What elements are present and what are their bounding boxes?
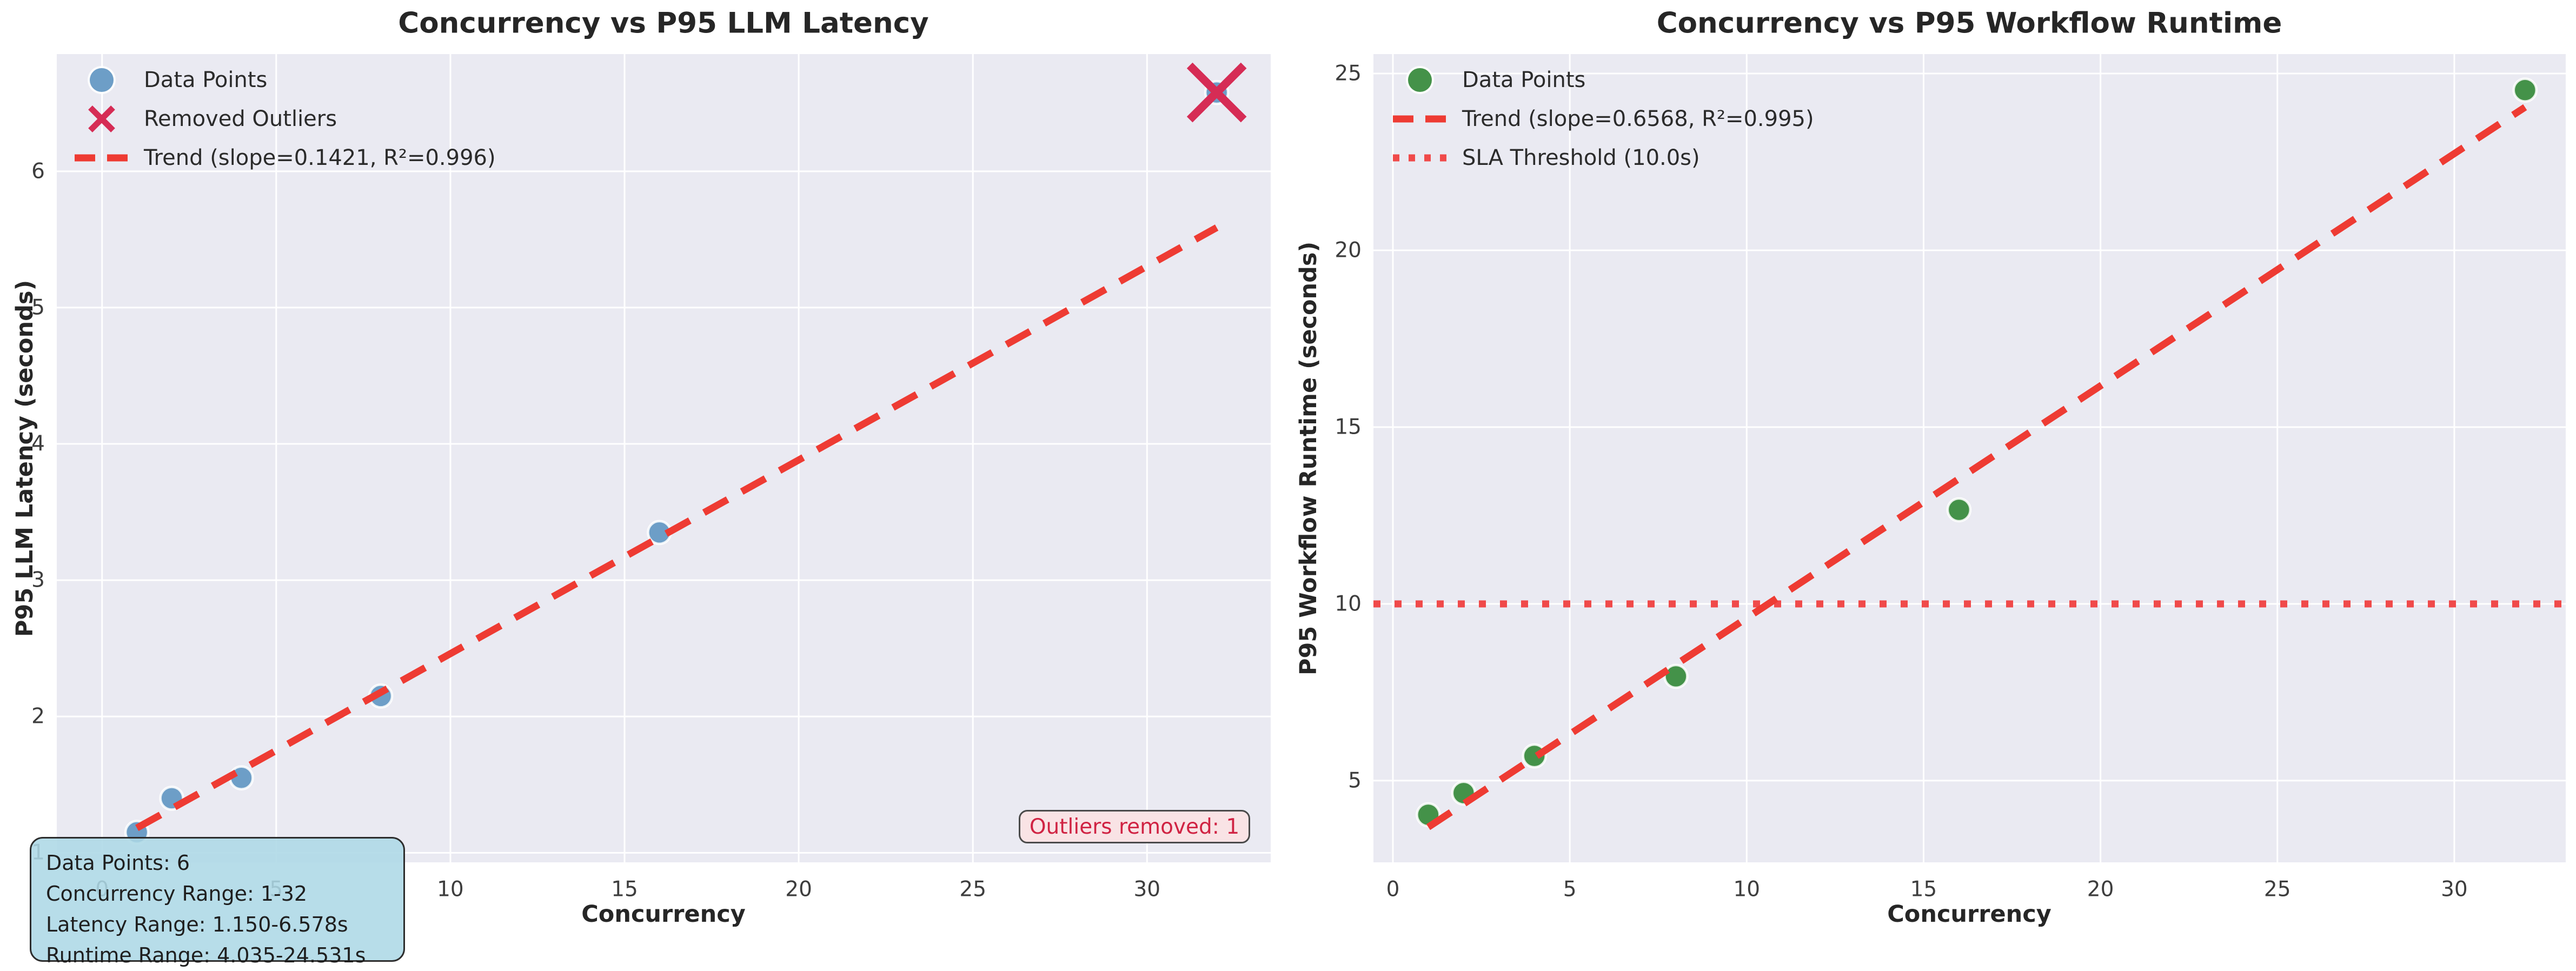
y-tick-label: 5 — [1348, 768, 1362, 793]
plot-area-workflow-runtime — [1373, 54, 2566, 862]
outliers-removed-text: Outliers removed: 1 — [1029, 814, 1240, 839]
stats-annotation-box: Data Points: 6 Concurrency Range: 1-32 L… — [30, 837, 405, 967]
x-axis-label-right: Concurrency — [1887, 901, 2051, 928]
legend-item-trend: Trend (slope=0.6568, R²=0.995) — [1392, 99, 1814, 138]
legend-item-removed-outliers: Removed Outliers — [74, 99, 496, 138]
chart-title-llm-latency: Concurrency vs P95 LLM Latency — [398, 6, 929, 40]
legend-label: Removed Outliers — [144, 107, 337, 131]
x-tick-label: 15 — [1910, 877, 1937, 902]
chart-title-workflow-runtime: Concurrency vs P95 Workflow Runtime — [1656, 6, 2282, 40]
y-tick-label: 6 — [31, 159, 45, 184]
legend-item-data-points: Data Points — [1392, 61, 1814, 99]
data-points-marker-icon — [1408, 68, 1432, 92]
legend-label: Trend (slope=0.1421, R²=0.996) — [144, 145, 496, 170]
y-tick-label: 10 — [1335, 591, 1362, 616]
annotation-line-latency-range: Latency Range: 1.150-6.578s — [46, 913, 348, 936]
y-tick-label: 4 — [31, 431, 45, 456]
y-tick-label: 20 — [1335, 238, 1362, 263]
y-tick-label: 2 — [31, 704, 45, 729]
legend-item-data-points: Data Points — [74, 61, 496, 99]
outliers-removed-badge: Outliers removed: 1 — [1019, 810, 1250, 843]
x-tick-label: 10 — [1733, 877, 1761, 902]
y-tick-label: 5 — [31, 295, 45, 320]
y-tick-label: 3 — [31, 568, 45, 593]
x-tick-label: 10 — [437, 877, 464, 902]
legend-left-chart: Data Points Removed Outliers Trend (slop… — [74, 61, 496, 177]
x-tick-label: 25 — [2263, 877, 2291, 902]
x-tick-label: 20 — [785, 877, 812, 902]
legend-item-trend: Trend (slope=0.1421, R²=0.996) — [74, 138, 496, 177]
legend-label: Trend (slope=0.6568, R²=0.995) — [1462, 107, 1814, 131]
x-axis-label-left: Concurrency — [581, 901, 746, 928]
x-tick-label: 15 — [611, 877, 638, 902]
annotation-line-concurrency-range: Concurrency Range: 1-32 — [46, 882, 308, 906]
y-tick-label: 25 — [1335, 61, 1362, 86]
trend-dashed-line-icon — [1392, 115, 1448, 123]
plot-area-llm-latency — [57, 54, 1271, 862]
legend-label: SLA Threshold (10.0s) — [1462, 145, 1700, 170]
data-points-marker-icon — [90, 68, 114, 92]
annotation-line-runtime-range: Runtime Range: 4.035-24.531s — [46, 943, 366, 967]
x-tick-label: 5 — [1563, 877, 1577, 902]
y-axis-label-right: P95 Workflow Runtime (seconds) — [1295, 241, 1322, 676]
removed-outlier-x-marker-icon — [74, 104, 130, 134]
legend-right-chart: Data Points Trend (slope=0.6568, R²=0.99… — [1392, 61, 1814, 177]
legend-label: Data Points — [144, 68, 268, 92]
sla-dotted-line-icon — [1392, 154, 1448, 162]
x-tick-label: 30 — [2441, 877, 2468, 902]
y-tick-label: 15 — [1335, 415, 1362, 440]
annotation-line-data-points: Data Points: 6 — [46, 851, 190, 875]
x-tick-label: 30 — [1133, 877, 1161, 902]
x-tick-label: 20 — [2087, 877, 2114, 902]
legend-item-sla-threshold: SLA Threshold (10.0s) — [1392, 138, 1814, 177]
x-tick-label: 25 — [959, 877, 987, 902]
legend-label: Data Points — [1462, 68, 1586, 92]
trend-dashed-line-icon — [74, 154, 130, 162]
x-tick-label: 0 — [1386, 877, 1400, 902]
